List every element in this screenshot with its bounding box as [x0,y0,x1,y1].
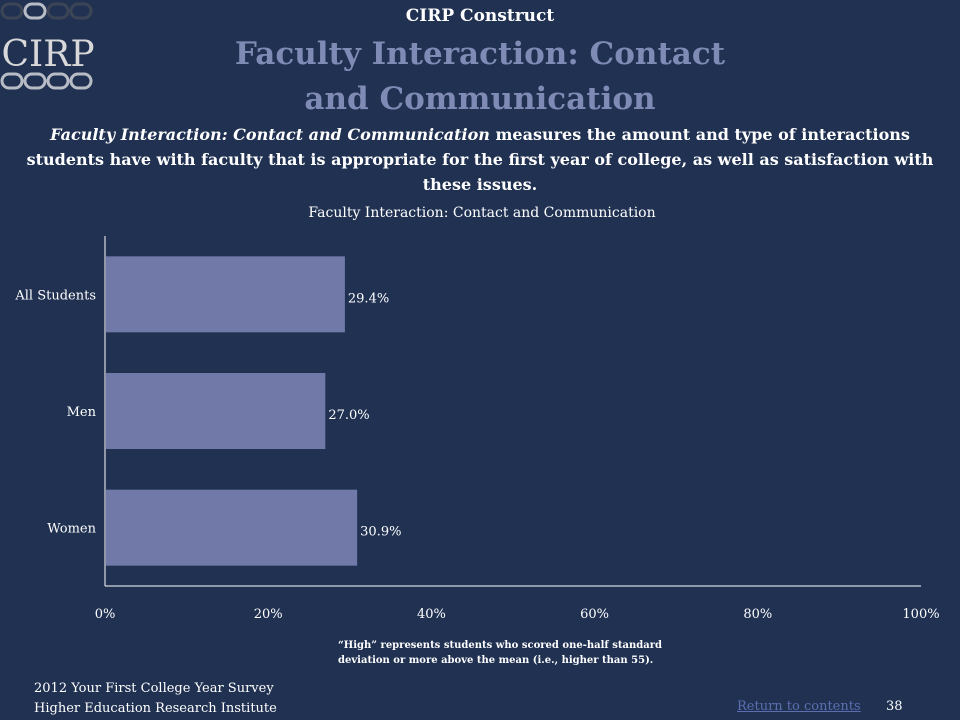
page-number: 38 [886,699,903,714]
description-text: measures the amount and type of interact… [26,125,934,194]
return-to-contents-link[interactable]: Return to contents [737,699,861,714]
x-tick-label: 100% [902,607,939,622]
logo-bottom-block [46,72,70,90]
x-tick-label: 80% [743,607,772,622]
description-paragraph: Faculty Interaction: Contact and Communi… [22,122,938,197]
data-label: 27.0% [328,408,369,423]
chart-footnote: “High” represents students who scored on… [338,640,662,666]
bar-chart: Faculty Interaction: Contact and Communi… [14,205,939,622]
cirp-logo: CIRP [0,2,95,90]
data-label: 29.4% [348,291,389,306]
description-lead: Faculty Interaction: Contact and Communi… [50,125,490,144]
bar [106,489,358,566]
logo-bottom-block [23,72,47,90]
footer-survey-name: 2012 Your First College Year Survey [34,681,274,696]
data-label: 30.9% [360,525,401,540]
x-tick-label: 60% [580,607,609,622]
logo-bottom-block [69,72,93,90]
logo-bottom-block [0,72,24,90]
logo-wordmark: CIRP [1,34,94,75]
bar [106,373,326,449]
logo-top-block [0,2,24,20]
footer-institute-name: Higher Education Research Institute [34,701,277,716]
category-label: Women [47,522,96,537]
category-label: Men [67,405,97,420]
logo-top-block [23,2,47,20]
logo-top-block [46,2,70,20]
construct-label: CIRP Construct [405,6,555,26]
logo-top-block [69,2,93,20]
bar [106,256,345,333]
x-tick-label: 40% [417,607,446,622]
footer-source: 2012 Your First College Year Survey High… [34,679,277,719]
category-label: All Students [14,288,96,303]
chart-title: Faculty Interaction: Contact and Communi… [308,205,655,221]
page-title: Faculty Interaction: Contact and Communi… [234,36,726,117]
x-tick-label: 20% [254,607,283,622]
x-tick-label: 0% [95,607,116,622]
